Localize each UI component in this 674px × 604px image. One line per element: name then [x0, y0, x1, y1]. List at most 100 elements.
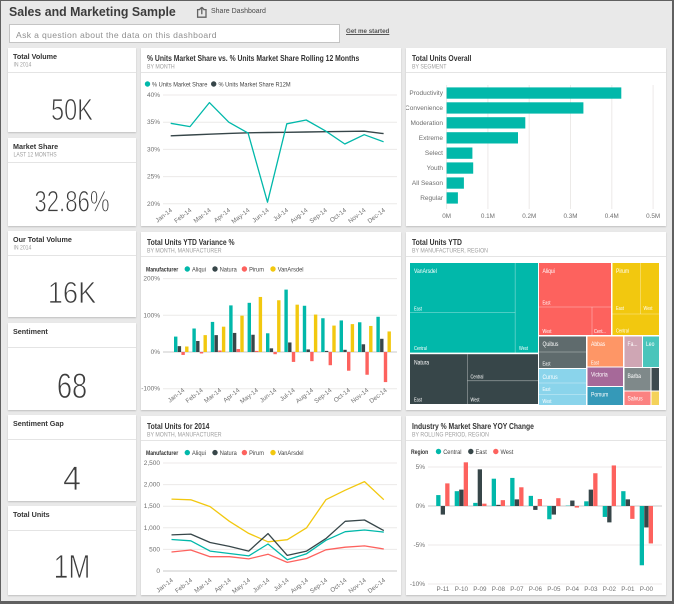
svg-text:P-01: P-01 [621, 586, 635, 593]
svg-text:-10%: -10% [410, 581, 425, 588]
svg-text:1,000: 1,000 [144, 525, 161, 532]
svg-text:Natura: Natura [220, 267, 238, 273]
svg-text:BY MONTH, MANUFACTURER: BY MONTH, MANUFACTURER [147, 248, 222, 254]
svg-text:-5%: -5% [413, 542, 425, 549]
svg-text:Pirum: Pirum [249, 267, 264, 273]
svg-text:BY MONTH, MANUFACTURER: BY MONTH, MANUFACTURER [147, 432, 222, 438]
svg-text:35%: 35% [147, 119, 160, 126]
svg-text:16K: 16K [48, 276, 97, 310]
svg-text:5%: 5% [416, 464, 426, 471]
svg-text:Barba: Barba [628, 374, 642, 381]
svg-text:Abbas: Abbas [591, 342, 605, 349]
svg-text:% Units Market Share R12M: % Units Market Share R12M [219, 82, 291, 88]
svg-text:2,000: 2,000 [144, 482, 161, 489]
svg-text:IN 2014: IN 2014 [14, 62, 32, 68]
svg-text:VanArsdel: VanArsdel [278, 451, 304, 457]
svg-text:0.1M: 0.1M [481, 213, 495, 220]
svg-text:0M: 0M [442, 213, 451, 220]
svg-text:Feb-14: Feb-14 [174, 577, 194, 595]
svg-text:Jan-14: Jan-14 [154, 207, 174, 225]
svg-text:0%: 0% [151, 349, 161, 356]
svg-text:West: West [471, 397, 481, 403]
svg-text:Total Units Overall: Total Units Overall [412, 53, 471, 63]
svg-text:50K: 50K [51, 92, 93, 127]
svg-text:Regular: Regular [420, 195, 444, 202]
svg-text:West: West [543, 329, 553, 335]
svg-text:% Units Market Share vs. % Uni: % Units Market Share vs. % Units Market … [147, 53, 359, 63]
svg-text:32.86%: 32.86% [34, 184, 109, 218]
svg-text:0.5M: 0.5M [646, 213, 660, 220]
svg-text:Apr-14: Apr-14 [213, 577, 233, 594]
svg-text:East: East [414, 306, 423, 312]
svg-text:Total Units for 2014: Total Units for 2014 [147, 421, 210, 431]
svg-text:Jan-14: Jan-14 [167, 387, 187, 405]
svg-text:West: West [543, 399, 553, 405]
svg-text:Aliqui: Aliqui [192, 267, 206, 273]
svg-text:0.3M: 0.3M [564, 213, 578, 220]
svg-text:Currus: Currus [543, 375, 558, 382]
svg-text:-100%: -100% [141, 386, 160, 393]
svg-text:All Season: All Season [412, 180, 443, 187]
svg-text:Nov-14: Nov-14 [350, 387, 371, 405]
svg-text:Total Volume: Total Volume [13, 52, 57, 61]
svg-text:0%: 0% [416, 503, 426, 510]
svg-text:% Units Market Share: % Units Market Share [152, 82, 207, 88]
svg-text:Pirum: Pirum [616, 269, 629, 276]
svg-text:Moderation: Moderation [410, 120, 443, 127]
svg-text:Victoria: Victoria [591, 372, 608, 379]
svg-text:Dec-14: Dec-14 [368, 387, 389, 405]
svg-text:40%: 40% [147, 92, 160, 99]
svg-text:1,500: 1,500 [144, 503, 161, 510]
svg-text:Feb-14: Feb-14 [185, 387, 205, 405]
svg-text:Aug-14: Aug-14 [295, 387, 316, 405]
svg-text:Dec-14: Dec-14 [367, 577, 388, 595]
svg-text:Our Total Volume: Our Total Volume [13, 235, 72, 244]
svg-text:Dec-14: Dec-14 [367, 207, 388, 225]
svg-text:Total Units YTD: Total Units YTD [412, 237, 462, 247]
svg-text:Central: Central [471, 374, 484, 380]
svg-text:1M: 1M [54, 549, 91, 585]
svg-text:Central: Central [443, 450, 461, 456]
svg-text:Aug-14: Aug-14 [290, 577, 311, 595]
svg-text:Natura: Natura [414, 360, 430, 367]
svg-text:Jun-14: Jun-14 [252, 577, 272, 595]
svg-text:P-03: P-03 [584, 586, 598, 593]
svg-text:Jun-14: Jun-14 [259, 387, 279, 405]
svg-text:May-14: May-14 [239, 387, 260, 406]
svg-text:Nov-14: Nov-14 [347, 207, 368, 225]
svg-text:West: West [519, 346, 529, 352]
svg-text:BY SEGMENT: BY SEGMENT [412, 64, 447, 70]
svg-text:East: East [543, 361, 552, 367]
svg-text:Oct-14: Oct-14 [329, 577, 349, 594]
svg-text:Apr-14: Apr-14 [213, 207, 233, 224]
svg-text:Aug-14: Aug-14 [289, 207, 310, 225]
svg-text:P-05: P-05 [547, 586, 561, 593]
svg-text:Aliqui: Aliqui [192, 451, 206, 457]
svg-text:East: East [543, 387, 552, 393]
svg-text:Total Units YTD Variance %: Total Units YTD Variance % [147, 237, 235, 247]
svg-text:Sep-14: Sep-14 [309, 577, 330, 595]
svg-text:68: 68 [57, 367, 87, 406]
svg-text:Central: Central [616, 328, 629, 334]
svg-text:Youth: Youth [427, 165, 444, 172]
svg-text:Nov-14: Nov-14 [347, 577, 368, 595]
svg-text:Sentiment: Sentiment [13, 327, 48, 336]
svg-text:Jul-14: Jul-14 [279, 387, 297, 403]
svg-text:Jan-14: Jan-14 [155, 577, 175, 595]
svg-text:Jul-14: Jul-14 [273, 577, 291, 593]
svg-text:Manufacturer: Manufacturer [146, 451, 179, 457]
svg-text:Region: Region [411, 449, 429, 455]
svg-text:LAST 12 MONTHS: LAST 12 MONTHS [14, 152, 57, 158]
svg-text:P-02: P-02 [603, 586, 617, 593]
svg-text:20%: 20% [147, 201, 160, 208]
svg-text:West: West [644, 306, 654, 312]
svg-text:P-04: P-04 [566, 586, 580, 593]
svg-text:East: East [476, 450, 488, 456]
svg-text:Market Share: Market Share [13, 142, 58, 151]
svg-text:0.2M: 0.2M [522, 213, 536, 220]
svg-text:Cent...: Cent... [594, 329, 606, 335]
svg-text:Industry % Market Share YOY Ch: Industry % Market Share YOY Change [412, 421, 534, 431]
svg-text:100%: 100% [143, 312, 160, 319]
svg-text:Central: Central [414, 346, 427, 352]
svg-text:P-08: P-08 [492, 586, 506, 593]
